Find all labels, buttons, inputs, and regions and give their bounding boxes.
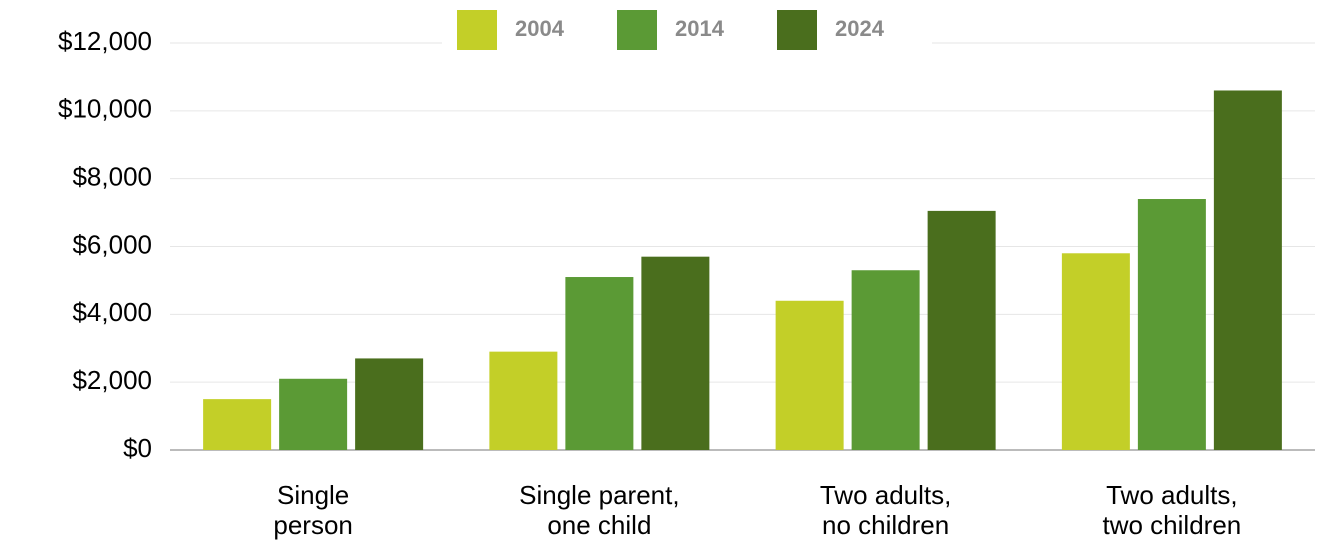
legend-label: 2004 [515,16,565,41]
legend-swatch [617,10,657,50]
x-tick-line: Single parent, [519,480,679,510]
x-tick-label: Single person [273,480,353,540]
legend-label: 2014 [675,16,725,41]
bar [565,277,634,450]
bar [927,210,996,450]
bar [489,351,558,450]
x-tick-line: Two adults, [820,480,952,510]
legend-label: 2024 [835,16,885,41]
bar [1061,253,1130,450]
x-tick-line: person [273,510,353,540]
x-tick-label: Two adults, two children [1103,480,1242,540]
bar [1213,90,1282,450]
bar [1137,199,1206,450]
bar [775,300,844,450]
y-tick-label: $10,000 [58,94,152,124]
x-tick-label: Single parent, one child [519,480,679,540]
y-tick-label: $12,000 [58,26,152,56]
bar [203,399,272,450]
x-tick-line: one child [547,510,651,540]
legend-background [442,8,932,52]
legend-swatch [457,10,497,50]
bar [279,378,348,450]
bar [851,270,920,450]
y-tick-label: $8,000 [72,162,152,192]
y-tick-label: $0 [123,433,152,463]
y-tick-label: $6,000 [72,229,152,259]
x-tick-line: no children [822,510,949,540]
legend-swatch [777,10,817,50]
bar [641,256,710,450]
x-tick-line: two children [1103,510,1242,540]
y-tick-label: $4,000 [72,297,152,327]
x-tick-line: Single [277,480,349,510]
bar [355,358,424,450]
y-tick-label: $2,000 [72,365,152,395]
x-tick-line: Two adults, [1106,480,1238,510]
x-tick-label: Two adults, no children [820,480,952,540]
